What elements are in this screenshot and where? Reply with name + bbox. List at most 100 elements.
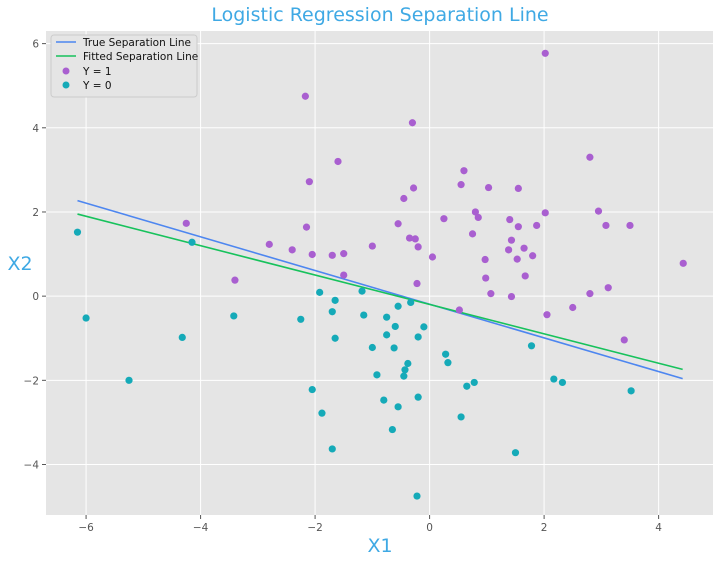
- point-y0: [358, 287, 366, 295]
- point-y0: [413, 492, 421, 500]
- point-y1: [182, 219, 190, 227]
- point-y1: [411, 235, 419, 243]
- point-y1: [507, 236, 516, 244]
- point-y1: [288, 246, 296, 254]
- x-tick-label: 0: [426, 522, 433, 534]
- point-y1: [413, 279, 421, 288]
- y-tick-label: 2: [32, 207, 39, 219]
- point-y0: [230, 312, 238, 320]
- point-y0: [383, 331, 391, 339]
- point-y0: [316, 288, 324, 296]
- point-y0: [328, 308, 336, 316]
- point-y1: [305, 178, 313, 186]
- plot-area: [46, 31, 713, 515]
- point-y1: [514, 184, 522, 193]
- point-y1: [405, 234, 414, 242]
- x-tick-label: 4: [655, 522, 662, 534]
- point-y1: [400, 194, 408, 203]
- point-y1: [506, 215, 514, 224]
- point-y1: [481, 255, 489, 264]
- scatter-points: [73, 49, 687, 500]
- legend-marker-y0: [62, 81, 70, 89]
- point-y0: [391, 322, 399, 331]
- point-y0: [388, 425, 396, 434]
- legend-label-y1: Y = 1: [82, 66, 112, 78]
- point-y1: [455, 306, 463, 314]
- point-y1: [265, 240, 273, 248]
- point-y1: [340, 250, 348, 258]
- point-y1: [308, 250, 316, 259]
- y-tick-label: −2: [24, 375, 39, 387]
- legend-box: [50, 34, 198, 98]
- point-y1: [602, 221, 610, 230]
- point-y0: [394, 302, 402, 310]
- point-y1: [231, 276, 239, 284]
- point-y0: [627, 387, 635, 395]
- point-y0: [442, 350, 450, 358]
- point-y0: [360, 311, 368, 319]
- chart-title: Logistic Regression Separation Line: [211, 4, 548, 26]
- point-y1: [408, 119, 417, 127]
- point-y0: [420, 323, 428, 331]
- point-y0: [178, 333, 186, 341]
- y-tick-label: −4: [24, 459, 40, 471]
- point-y0: [470, 378, 478, 387]
- legend-label-true: True Separation Line: [82, 37, 191, 49]
- point-y0: [414, 393, 422, 401]
- y-tick-label: 6: [32, 39, 39, 51]
- x-axis-label: X1: [367, 535, 392, 557]
- point-y1: [679, 259, 687, 267]
- point-y0: [308, 385, 316, 394]
- point-y0: [407, 298, 415, 307]
- point-y0: [297, 315, 305, 323]
- point-y1: [521, 272, 529, 280]
- point-y0: [188, 238, 196, 246]
- point-y0: [400, 372, 408, 380]
- point-y1: [569, 303, 577, 312]
- legend: True Separation Line Fitted Separation L…: [50, 34, 198, 98]
- point-y0: [380, 396, 388, 404]
- fitted-separation-line: [77, 213, 683, 371]
- point-y1: [594, 207, 603, 215]
- x-axis-ticks: −6 −4 −2 0 2 4: [78, 515, 662, 534]
- point-y0: [511, 449, 520, 457]
- point-y1: [541, 209, 549, 217]
- point-y0: [457, 413, 465, 421]
- y-axis-ticks: −4 −2 0 2 4 6: [24, 39, 46, 471]
- point-y0: [390, 344, 398, 352]
- point-y1: [457, 181, 465, 189]
- point-y1: [328, 251, 336, 259]
- point-y0: [401, 366, 409, 374]
- point-y0: [550, 375, 558, 383]
- point-y1: [334, 157, 342, 166]
- point-y1: [513, 255, 521, 263]
- point-y1: [620, 336, 628, 344]
- point-y1: [533, 221, 541, 230]
- point-y1: [586, 290, 594, 298]
- point-y1: [487, 290, 495, 298]
- point-y0: [73, 228, 82, 236]
- point-y1: [505, 246, 513, 254]
- point-y1: [394, 220, 402, 228]
- x-tick-label: −2: [307, 522, 322, 534]
- point-y0: [368, 343, 376, 352]
- point-y0: [394, 403, 402, 411]
- point-y0: [463, 382, 471, 390]
- point-y1: [626, 221, 634, 230]
- point-y1: [409, 184, 418, 192]
- point-y0: [383, 313, 391, 321]
- y-tick-label: 0: [32, 291, 39, 303]
- x-tick-label: −4: [193, 522, 209, 534]
- point-y1: [428, 253, 437, 261]
- point-y0: [444, 359, 452, 367]
- point-y0: [318, 409, 326, 417]
- point-y0: [373, 371, 381, 379]
- point-y0: [331, 296, 339, 304]
- point-y1: [474, 213, 482, 222]
- true-separation-line: [77, 199, 683, 380]
- point-y1: [507, 292, 516, 301]
- point-y0: [404, 359, 412, 368]
- point-y0: [527, 342, 536, 350]
- point-y1: [340, 271, 348, 279]
- point-y1: [529, 252, 537, 260]
